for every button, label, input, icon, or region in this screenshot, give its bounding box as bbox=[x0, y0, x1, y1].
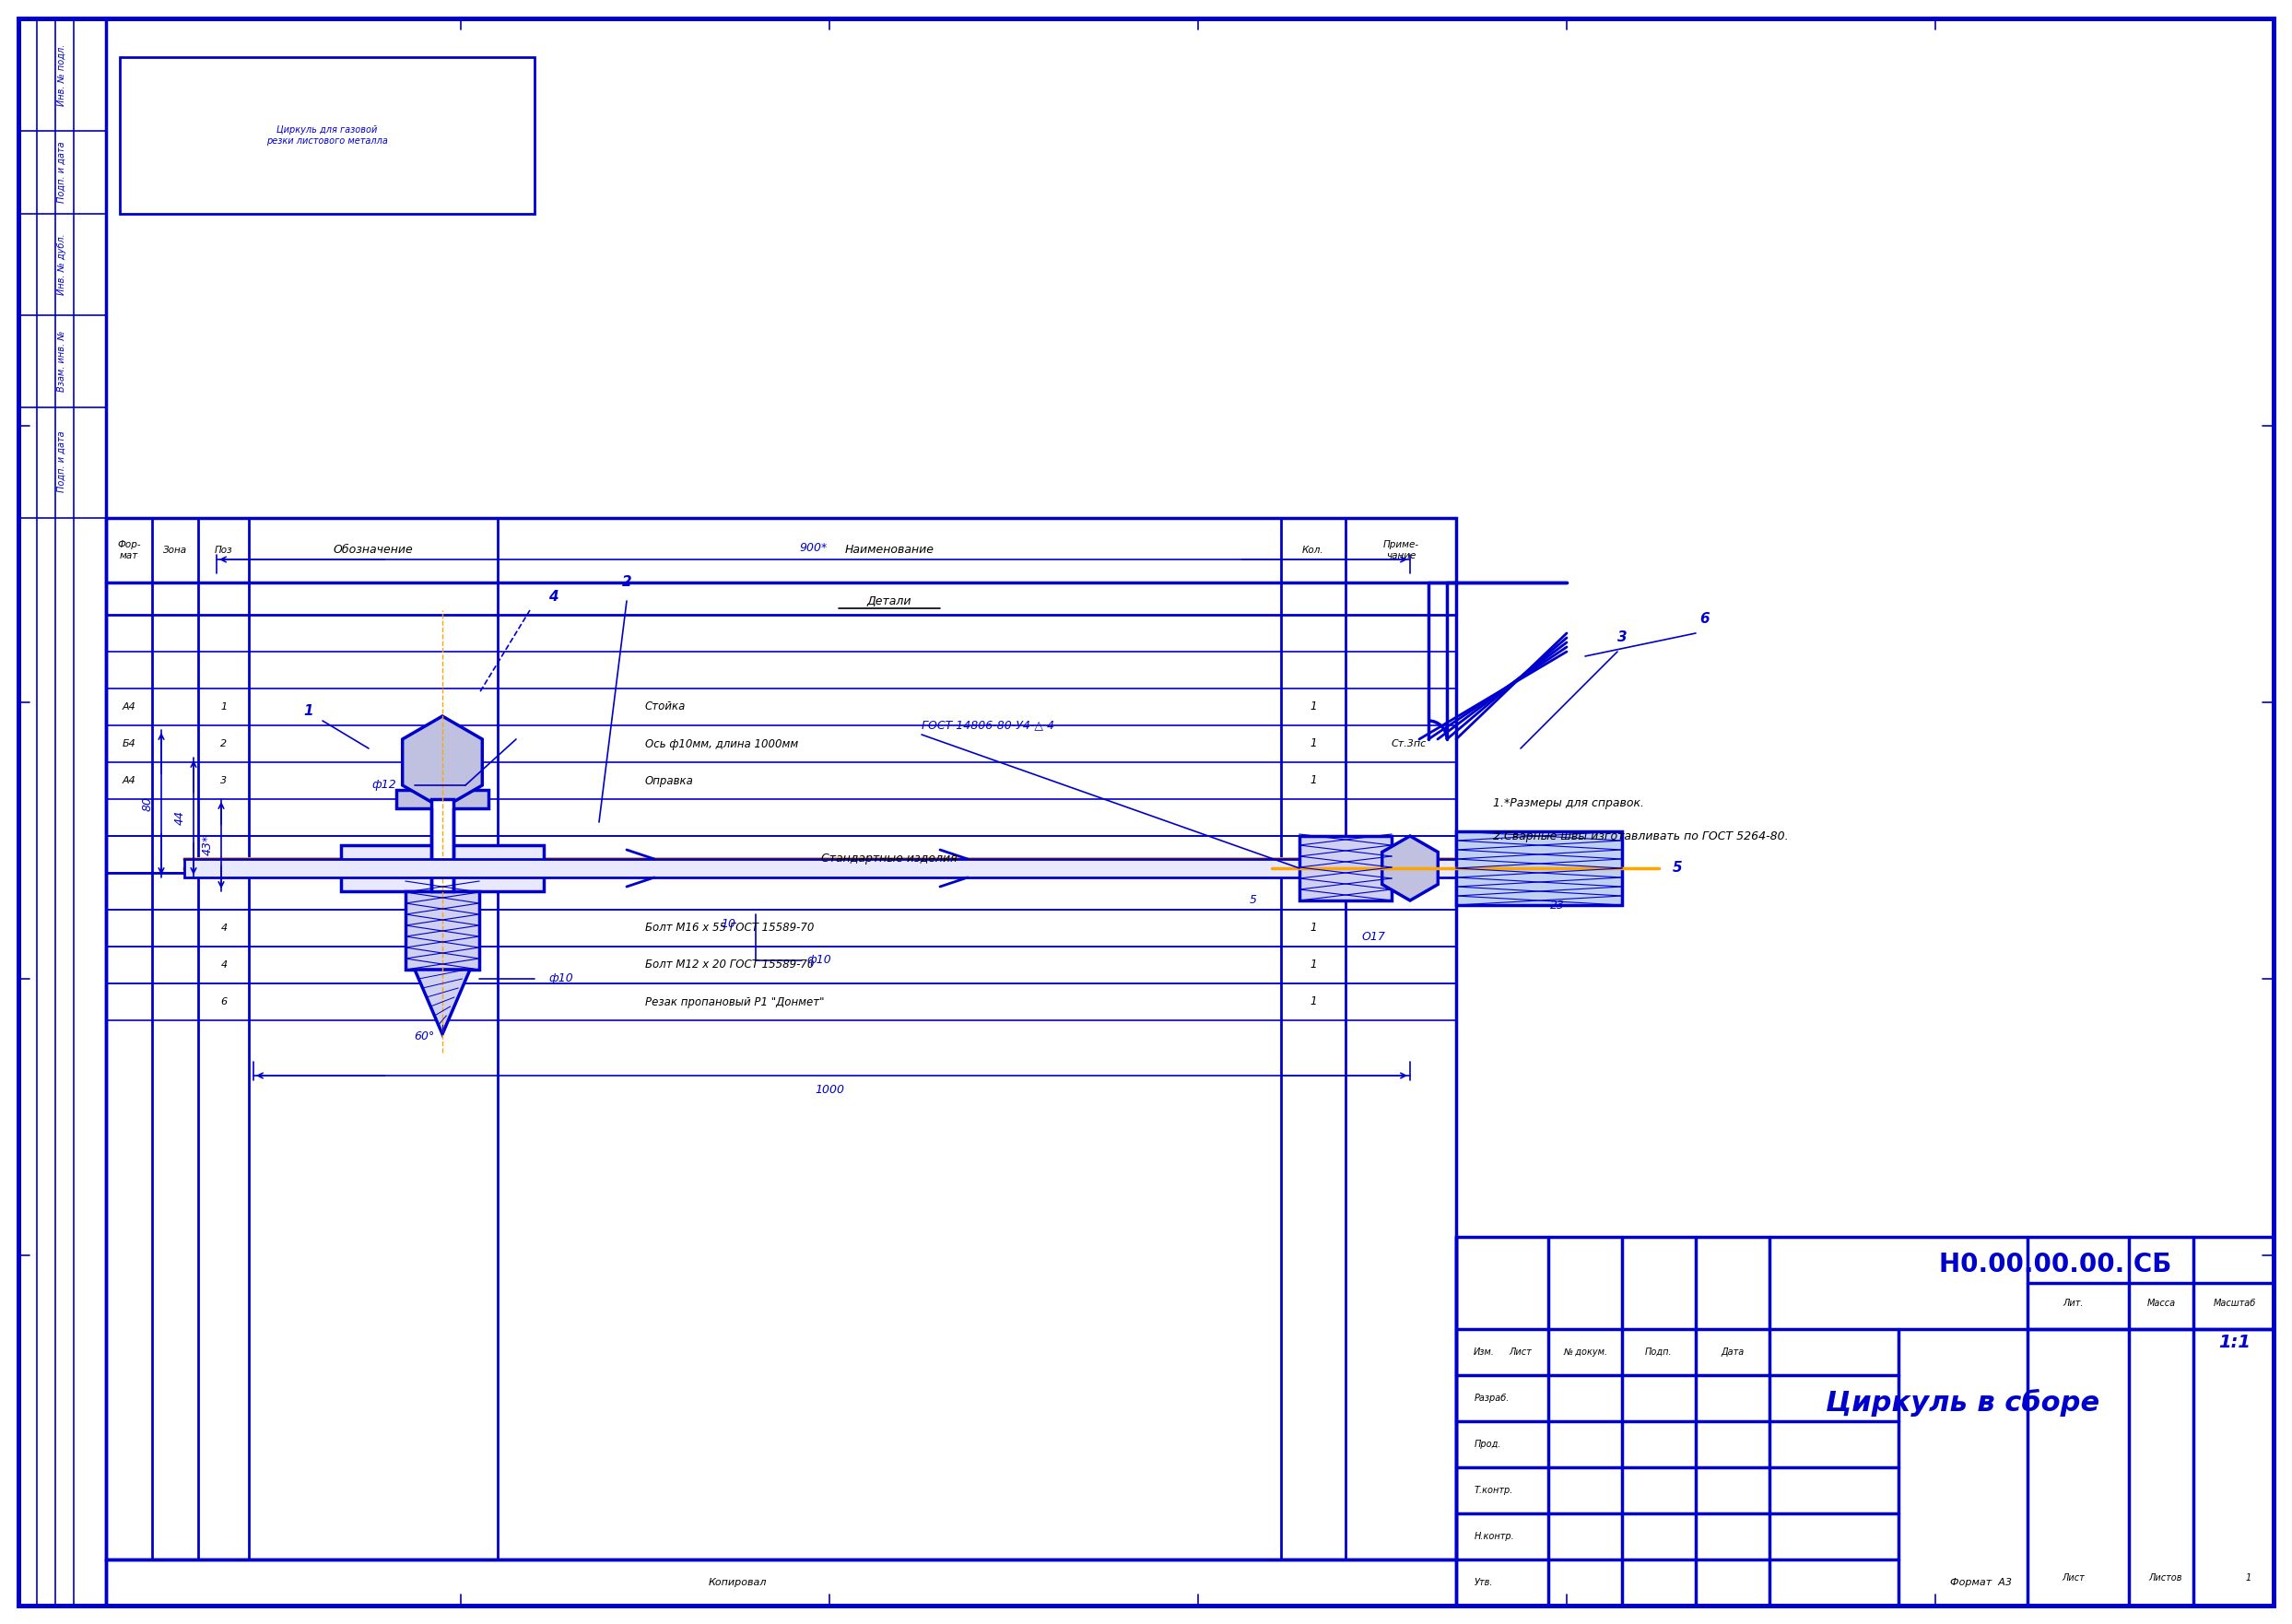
Text: Инв. № подл.: Инв. № подл. bbox=[57, 44, 66, 106]
Polygon shape bbox=[415, 970, 470, 1034]
Text: Обозначение: Обозначение bbox=[332, 544, 413, 557]
Text: 1: 1 bbox=[1309, 996, 1316, 1009]
Text: Лист: Лист bbox=[1508, 1348, 1531, 1356]
Text: 2.Сварные швы изготавливать по ГОСТ 5264-80.: 2.Сварные швы изготавливать по ГОСТ 5264… bbox=[1492, 830, 1788, 841]
Text: Копировал: Копировал bbox=[708, 1579, 766, 1587]
Text: Дата: Дата bbox=[1721, 1348, 1744, 1356]
Text: 4: 4 bbox=[220, 960, 227, 970]
Text: 1:1: 1:1 bbox=[2219, 1335, 2251, 1351]
Text: O17: O17 bbox=[1361, 931, 1384, 944]
Text: Резак пропановый Р1 "Донмет": Резак пропановый Р1 "Донмет" bbox=[644, 996, 825, 1009]
Text: Поз: Поз bbox=[215, 546, 234, 555]
Text: Оправка: Оправка bbox=[644, 775, 694, 786]
Text: Н.контр.: Н.контр. bbox=[1474, 1531, 1515, 1541]
Text: 80: 80 bbox=[142, 796, 154, 810]
Text: Т.контр.: Т.контр. bbox=[1474, 1486, 1513, 1496]
Text: 6: 6 bbox=[220, 997, 227, 1007]
Text: Утв.: Утв. bbox=[1474, 1579, 1494, 1587]
Text: Инв. № дубл.: Инв. № дубл. bbox=[57, 234, 66, 296]
Text: 3: 3 bbox=[220, 776, 227, 786]
Text: Подп.: Подп. bbox=[1646, 1348, 1673, 1356]
Text: А4: А4 bbox=[121, 702, 135, 711]
Text: Стандартные изделия: Стандартные изделия bbox=[821, 853, 958, 866]
Text: 5: 5 bbox=[1249, 895, 1256, 906]
Bar bbox=[183, 859, 1474, 877]
Text: Подп. и дата: Подп. и дата bbox=[57, 430, 66, 492]
Text: Кол.: Кол. bbox=[1302, 546, 1325, 555]
Text: Изм.: Изм. bbox=[1474, 1348, 1494, 1356]
Bar bbox=[342, 844, 543, 892]
Text: 2: 2 bbox=[220, 739, 227, 749]
Polygon shape bbox=[1382, 836, 1437, 900]
Text: Болт М16 х 55 ГОСТ 15589-70: Болт М16 х 55 ГОСТ 15589-70 bbox=[644, 922, 814, 934]
Text: Циркуль в сборе: Циркуль в сборе bbox=[1827, 1389, 2099, 1416]
Text: 1: 1 bbox=[1309, 922, 1316, 934]
Text: 6: 6 bbox=[1701, 612, 1710, 627]
Text: 1: 1 bbox=[1309, 702, 1316, 713]
Text: Ось ф10мм, длина 1000мм: Ось ф10мм, длина 1000мм bbox=[644, 737, 798, 750]
Text: Разраб.: Разраб. bbox=[1474, 1393, 1510, 1403]
Text: 4: 4 bbox=[220, 924, 227, 932]
Text: Листов: Листов bbox=[2150, 1574, 2182, 1582]
Text: Наименование: Наименование bbox=[846, 544, 935, 557]
Text: А4: А4 bbox=[121, 776, 135, 786]
Text: 1: 1 bbox=[1309, 960, 1316, 971]
Bar bbox=[406, 892, 479, 970]
Text: Стойка: Стойка bbox=[644, 702, 685, 713]
Text: Ст.3пс: Ст.3пс bbox=[1391, 739, 1428, 749]
Text: 5: 5 bbox=[1673, 861, 1682, 875]
Text: Подп. и дата: Подп. и дата bbox=[57, 141, 66, 203]
Bar bbox=[1455, 1237, 2274, 1606]
Text: 23: 23 bbox=[1549, 900, 1565, 911]
Bar bbox=[105, 518, 1455, 1559]
Polygon shape bbox=[403, 716, 481, 809]
Text: Циркуль для газовой
резки листового металла: Циркуль для газовой резки листового мета… bbox=[266, 125, 387, 146]
Text: 1: 1 bbox=[2246, 1574, 2251, 1582]
Text: 900*: 900* bbox=[800, 542, 827, 554]
Bar bbox=[119, 57, 534, 214]
Text: 3: 3 bbox=[1618, 630, 1627, 645]
Bar bbox=[431, 799, 454, 892]
Text: ф12: ф12 bbox=[371, 780, 397, 791]
Text: 4: 4 bbox=[548, 590, 557, 603]
Text: ГОСТ 14806-80-У4-△ 4: ГОСТ 14806-80-У4-△ 4 bbox=[921, 719, 1054, 731]
Text: Детали: Детали bbox=[866, 594, 912, 607]
Text: Лист: Лист bbox=[2063, 1574, 2086, 1582]
Text: Приме-
чание: Приме- чание bbox=[1382, 541, 1419, 560]
Text: Формат  А3: Формат А3 bbox=[1950, 1579, 2012, 1587]
Text: 1: 1 bbox=[1309, 775, 1316, 786]
Text: Болт М12 х 20 ГОСТ 15589-70: Болт М12 х 20 ГОСТ 15589-70 bbox=[644, 960, 814, 971]
Text: Б4: Б4 bbox=[121, 739, 135, 749]
Text: 60°: 60° bbox=[413, 1030, 433, 1043]
Text: Масса: Масса bbox=[2148, 1299, 2175, 1307]
Text: 44: 44 bbox=[174, 810, 186, 825]
Text: № докум.: № докум. bbox=[1563, 1348, 1607, 1356]
Bar bbox=[397, 789, 488, 809]
Text: 1: 1 bbox=[305, 705, 314, 718]
Text: 1: 1 bbox=[220, 702, 227, 711]
Text: Прод.: Прод. bbox=[1474, 1439, 1501, 1449]
Text: Фор-
мат: Фор- мат bbox=[117, 541, 140, 560]
Text: Зона: Зона bbox=[163, 546, 188, 555]
Text: ф10: ф10 bbox=[807, 955, 832, 966]
Text: Масштаб: Масштаб bbox=[2214, 1299, 2255, 1307]
Bar bbox=[1300, 836, 1391, 900]
Text: Н0.00.00.00. СБ: Н0.00.00.00. СБ bbox=[1939, 1252, 2171, 1278]
Text: 1: 1 bbox=[1309, 737, 1316, 750]
Text: 2: 2 bbox=[621, 575, 633, 590]
Text: 1.*Размеры для справок.: 1.*Размеры для справок. bbox=[1492, 797, 1643, 810]
Text: Взам. инв. №: Взам. инв. № bbox=[57, 331, 66, 391]
Text: ф10: ф10 bbox=[548, 973, 573, 984]
Bar bbox=[1455, 831, 1623, 905]
Text: 43*: 43* bbox=[202, 835, 213, 856]
Text: 10: 10 bbox=[720, 918, 736, 929]
Text: 1000: 1000 bbox=[814, 1083, 843, 1096]
Text: Лит.: Лит. bbox=[2063, 1299, 2083, 1307]
